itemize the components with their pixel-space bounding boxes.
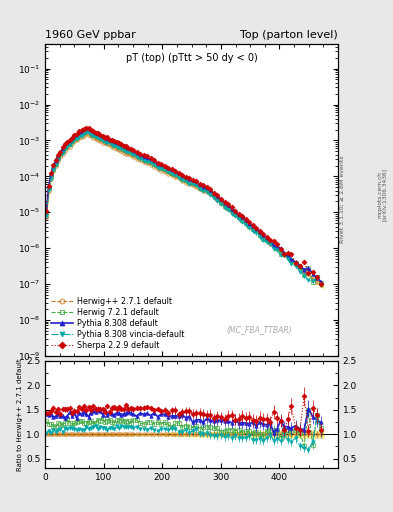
- Text: pT (top) (pTtt > 50 dy < 0): pT (top) (pTtt > 50 dy < 0): [126, 53, 257, 63]
- Legend: Herwig++ 2.7.1 default, Herwig 7.2.1 default, Pythia 8.308 default, Pythia 8.308: Herwig++ 2.7.1 default, Herwig 7.2.1 def…: [49, 295, 185, 352]
- Text: mcplots.cern.ch: mcplots.cern.ch: [377, 171, 382, 218]
- Y-axis label: Rivet 3.1.10; ≥ 2.6M events: Rivet 3.1.10; ≥ 2.6M events: [340, 156, 344, 244]
- Text: [arXiv:1306.3436]: [arXiv:1306.3436]: [382, 168, 387, 221]
- Text: (MC_FBA_TTBAR): (MC_FBA_TTBAR): [227, 325, 292, 334]
- Y-axis label: Ratio to Herwig++ 2.7.1 default: Ratio to Herwig++ 2.7.1 default: [17, 358, 23, 471]
- Text: 1960 GeV ppbar: 1960 GeV ppbar: [45, 30, 136, 40]
- Text: Top (parton level): Top (parton level): [240, 30, 338, 40]
